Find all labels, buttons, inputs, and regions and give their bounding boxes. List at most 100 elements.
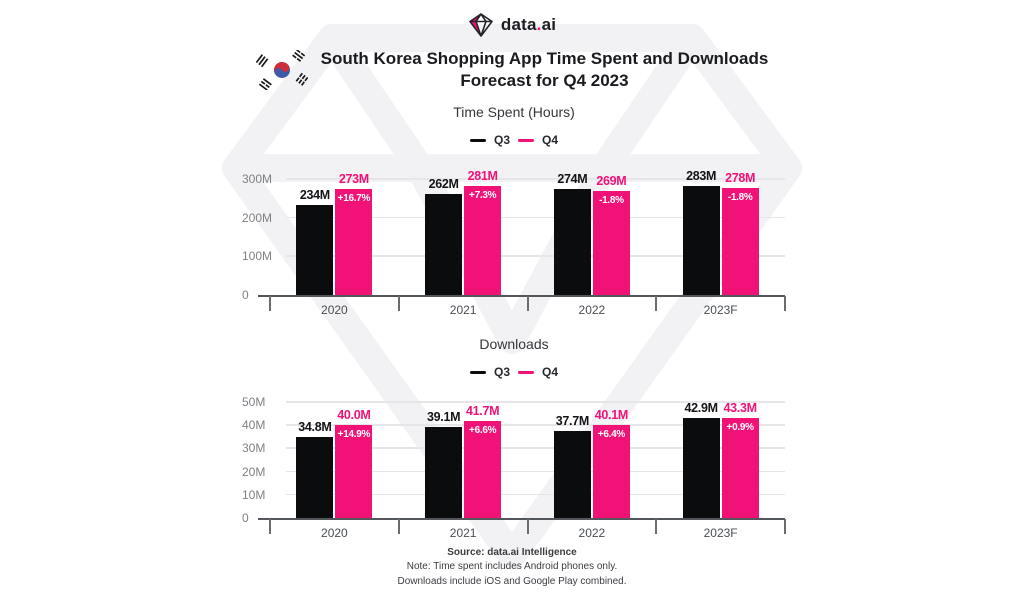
y-tick-label: 10M [242,487,266,502]
x-category-label: 2020 [321,303,348,317]
q4-value-label: 273M [338,172,369,187]
page-title: South Korea Shopping App Time Spent and … [320,49,769,91]
q4-pct-label: +7.3% [469,190,497,202]
x-category-label: 2022 [578,526,606,540]
gridline [286,424,785,426]
y-tick-label: 20M [242,464,266,479]
q4-pct-label: +6.4% [597,428,625,440]
q4-pct-label: +0.9% [726,421,754,433]
legend-q4-label: Q4 [542,365,559,379]
q3-bar-2022 [553,430,591,518]
x-category-label: 2021 [449,303,477,317]
x-axis-tick [526,519,529,534]
legend-q3-label: Q3 [493,365,510,379]
q3-bar-2023F [682,185,720,295]
gridline [286,178,785,180]
chart-title: Time Spent (Hours) [453,104,575,120]
y-tick-label: 50M [242,395,266,409]
q3-bar-2020 [296,437,334,518]
x-axis-line [258,518,785,520]
q4-pct-label: +6.6% [469,425,497,437]
data-ai-logo: data.ai [0,13,1024,37]
x-axis-tick [784,519,786,534]
q4-bar-2021 [464,421,502,518]
legend-q4-swatch [518,138,534,142]
q3-value-label: 274M [557,172,588,187]
legend-q4-swatch [518,370,534,374]
legend: Q3 Q4 [242,133,786,147]
footer-notes: Source: data.ai Intelligence Note: Time … [0,547,1024,589]
q4-value-label: 43.3M [723,400,758,415]
q4-value-label: 41.7M [466,404,500,419]
q3-value-label: 37.7M [555,413,590,428]
q4-value-label: 40.1M [594,407,629,422]
logo-wordmark: data.ai [500,15,557,34]
q3-value-label: 283M [686,168,717,183]
q3-value-label: 262M [428,176,459,191]
gridline [286,493,785,496]
q3-bar-2021 [425,193,463,295]
x-axis-tick [655,519,658,534]
x-category-label: 2023F [703,526,738,540]
q4-pct-label: +14.9% [337,429,371,441]
plot-area: 234M 273M +16.7% 262M 281M +7.3% 274M 269M -1.8%… [270,169,785,295]
x-axis-tick [397,296,400,311]
x-axis: 2020 2021 2022 2023F [258,518,786,552]
gridline [286,401,785,403]
q4-value-label: 278M [725,170,756,185]
q3-value-label: 234M [299,187,330,202]
data-ai-gem-icon [469,13,493,37]
legend-q3-swatch [469,370,486,374]
x-category-label: 2021 [449,526,477,540]
south-korea-flag-icon [255,50,308,91]
q4-pct-label: +16.7% [337,193,371,205]
q4-bar-2022 [592,191,630,295]
legend: Q3 Q4 [242,365,786,379]
x-category-label: 2022 [578,303,606,317]
q4-bar-2021 [464,186,502,295]
q4-value-label: 281M [467,169,498,184]
y-tick-label: 100M [242,249,273,264]
note-line-2: Downloads include iOS and Google Play co… [397,575,627,587]
y-tick-label: 0 [242,288,249,302]
legend-q4-label: Q4 [542,133,559,147]
q4-bar-2023F [721,187,759,295]
x-category-label: 2023F [703,303,738,317]
plot-area: 34.8M 40.0M +14.9% 39.1M 41.7M +6.6% 37.7M 40.1… [270,400,785,518]
q4-value-label: 40.0M [337,408,371,423]
x-axis-line [258,295,785,297]
q4-bar-2023F [721,417,759,518]
y-tick-label: 0 [242,511,249,525]
y-tick-label: 300M [242,172,273,186]
q4-pct-label: -1.8% [727,191,753,203]
gridline [286,470,785,473]
q4-bar-2022 [592,424,630,518]
q4-bar-2020 [335,189,373,295]
y-tick-label: 30M [242,441,266,456]
q3-value-label: 42.9M [684,401,719,416]
note-line-1: Note: Time spent includes Android phones… [406,561,618,572]
q3-bar-2020 [296,204,334,295]
x-axis-tick [655,296,658,311]
legend-q3-swatch [469,138,486,142]
gridline [286,447,785,449]
time-spent-chart: Time Spent (Hours) Q3 Q4 0 100M 200M 300M 2… [242,104,786,332]
title-row: South Korea Shopping App Time Spent and … [0,48,1024,92]
x-axis: 2020 2021 2022 2023F [258,295,786,329]
q4-pct-label: -1.8% [599,194,624,206]
x-axis-tick [397,519,400,534]
q3-bar-2022 [553,189,591,295]
downloads-chart: Downloads Q3 Q4 0 10M 20M 30M 40M 50M 34.8M 40… [242,336,786,556]
y-tick-label: 40M [242,418,266,433]
gridline [286,216,785,219]
q3-value-label: 39.1M [427,410,461,425]
x-axis-tick [526,296,529,311]
y-tick-label: 200M [242,210,273,225]
chart-title: Downloads [479,336,549,352]
source-note: Source: data.ai Intelligence [447,547,577,558]
x-category-label: 2020 [321,526,348,540]
q4-bar-2020 [335,425,373,518]
x-axis-tick [269,296,271,311]
x-axis-tick [269,519,271,534]
